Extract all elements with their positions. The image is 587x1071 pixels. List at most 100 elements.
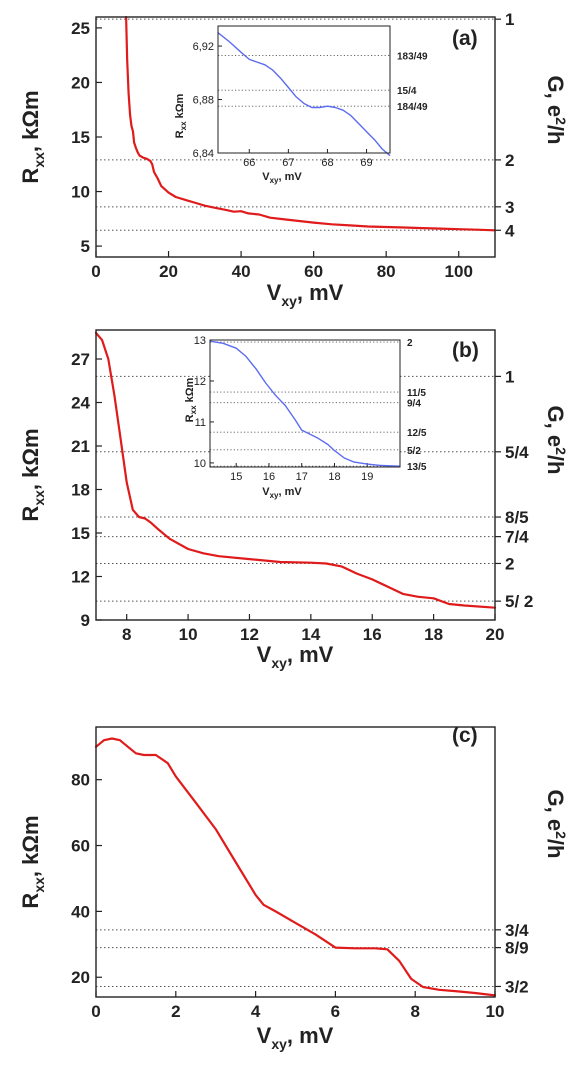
x-axis-label: Vxy, mV	[257, 1023, 334, 1052]
y-tick-label: 80	[71, 771, 90, 790]
inset-y-tick-label: 6,92	[193, 41, 214, 53]
right-axis-label-sup: 2	[553, 831, 569, 839]
inset-plot: 2 11/59/4 12/5 5/2 13/5 15 16 17 18 19 10 11 12 13 Vxy…	[184, 335, 427, 500]
inset-conductance-label: 13/5	[407, 462, 427, 473]
x-axis-label-main: V	[257, 1023, 272, 1048]
y-tick-label: 24	[71, 394, 90, 413]
y-axis-label-main: R	[18, 893, 43, 909]
panel-label: (a)	[452, 27, 478, 50]
x-axis-label-sub: xy	[281, 293, 297, 309]
y-axis-label-sub: xx	[31, 152, 47, 168]
y-axis-label-main: R	[18, 506, 43, 522]
y-axis-label-unit: , kΩm	[18, 428, 43, 490]
x-tick-label: 60	[304, 262, 323, 281]
inset-x-tick-label: 15	[230, 471, 242, 483]
conductance-label: 8/5	[505, 508, 529, 527]
x-axis-label-main: V	[267, 280, 282, 305]
data-series-line	[124, 15, 497, 232]
conductance-label: 4	[505, 221, 515, 240]
inset-conductance-label: 11/5	[407, 388, 426, 399]
inset-conductance-label: 12/5	[407, 428, 427, 439]
inset-x-axis-label-sub: xy	[270, 176, 279, 185]
x-axis-label-unit: , mV	[287, 1023, 334, 1048]
x-axis-label-sub: xy	[271, 1036, 287, 1052]
y-tick-label: 12	[71, 568, 90, 587]
inset-frame	[209, 339, 401, 468]
inset-x-tick-label: 16	[263, 471, 275, 483]
inset-y-tick-label: 6,88	[193, 95, 214, 107]
inset-y-tick-label: 11	[195, 417, 206, 429]
x-tick-label: 18	[424, 625, 443, 644]
inset-background	[210, 340, 400, 467]
y-axis-label-unit: , kΩm	[18, 90, 43, 152]
y-axis-label-sub: xx	[31, 490, 47, 506]
x-tick-label: 14	[301, 625, 320, 644]
inset-y-tick-label: 6,84	[193, 148, 214, 160]
inset-y-axis-label: Rxx kΩm	[174, 93, 188, 138]
y-tick-label: 10	[71, 183, 90, 202]
x-tick-label: 20	[486, 625, 505, 644]
right-axis-label: G, e2/h	[543, 406, 569, 475]
conductance-label: 3	[505, 198, 514, 217]
x-tick-label: 2	[171, 1002, 180, 1021]
right-axis-label: G, e2/h	[543, 790, 569, 859]
inset-x-tick-label: 69	[360, 157, 372, 169]
conductance-label: 5/4	[505, 443, 529, 462]
inset-x-axis-label-main: V	[262, 171, 270, 183]
conductance-label: 2	[505, 554, 514, 573]
inset-y-axis-label: Rxx kΩm	[184, 377, 198, 422]
inset-conductance-label: 184/49	[397, 102, 428, 113]
x-tick-label: 0	[91, 262, 100, 281]
inset-x-axis-label-sub: xy	[270, 491, 279, 500]
conductance-label: 8/9	[505, 939, 529, 958]
panel-label: (c)	[452, 724, 478, 747]
conductance-label: 3/2	[505, 977, 529, 996]
inset-x-tick-label: 19	[361, 471, 373, 483]
y-tick-label: 60	[71, 837, 90, 856]
y-tick-label: 25	[71, 19, 90, 38]
right-axis-label-sup: 2	[553, 447, 569, 455]
conductance-label: 3/4	[505, 921, 529, 940]
y-tick-label: 15	[71, 524, 90, 543]
inset-x-axis-label: Vxy, mV	[262, 171, 302, 185]
x-axis-label-main: V	[257, 642, 272, 667]
x-tick-label: 10	[486, 1002, 505, 1021]
inset-x-tick-label: 67	[282, 157, 294, 169]
y-axis-label-main: R	[18, 168, 43, 184]
x-tick-label: 80	[377, 262, 396, 281]
y-tick-label: 18	[71, 481, 90, 500]
inset-conductance-label: 5/2	[407, 446, 421, 457]
right-axis-label-unit: /h	[543, 839, 568, 859]
inset-x-tick-label: 17	[296, 471, 308, 483]
inset-background	[218, 26, 390, 153]
plot-frame	[95, 329, 496, 621]
x-axis-label: Vxy, mV	[257, 642, 334, 671]
x-axis-label: Vxy, mV	[267, 280, 344, 309]
data-series-line	[94, 331, 497, 609]
right-axis-label-main: G, e	[543, 76, 568, 118]
x-tick-label: 8	[122, 625, 131, 644]
data-series-line	[94, 737, 497, 997]
plot-frame	[95, 726, 496, 998]
plot-frame	[95, 16, 496, 258]
inset-x-tick-label: 18	[328, 471, 340, 483]
conductance-label: 7/4	[505, 528, 529, 547]
x-tick-label: 40	[232, 262, 251, 281]
panel-label: (b)	[452, 339, 479, 362]
inset-conductance-label: 15/4	[397, 86, 417, 97]
x-tick-label: 20	[159, 262, 178, 281]
inset-y-axis-label-unit: kΩm	[174, 93, 186, 121]
inset-conductance-label: 183/49	[397, 51, 428, 62]
conductance-label: 2	[505, 151, 514, 170]
right-axis-label-main: G, e	[543, 406, 568, 448]
x-tick-label: 16	[363, 625, 382, 644]
x-axis-label-unit: , mV	[287, 642, 334, 667]
inset-y-tick-label: 10	[194, 458, 206, 470]
x-tick-label: 8	[410, 1002, 419, 1021]
inset-conductance-label: 9/4	[407, 399, 421, 410]
x-axis-label-unit: , mV	[297, 280, 344, 305]
inset-x-axis-label: Vxy, mV	[262, 486, 302, 500]
conductance-label: 1	[505, 367, 514, 386]
